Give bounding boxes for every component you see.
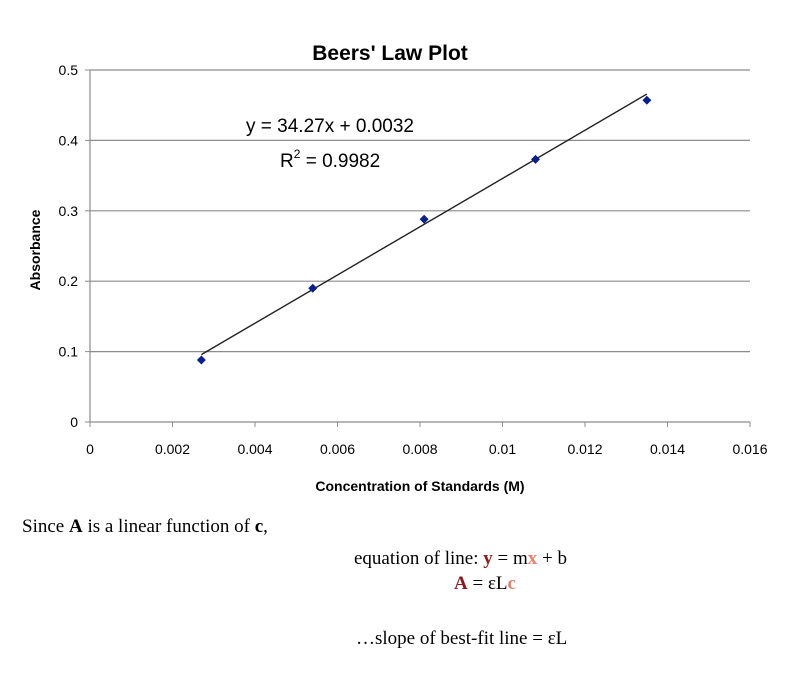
axes: [85, 69, 751, 427]
explanation-line-4: …slope of best-fit line = εL: [356, 628, 568, 649]
line2-post: + b: [537, 548, 567, 569]
explanation-line-2: equation of line: y = mx + b: [354, 548, 567, 570]
data-point-0: [196, 355, 206, 365]
equation-label: y = 34.27x + 0.0032: [246, 116, 414, 137]
x-axis-label: Concentration of Standards (M): [315, 478, 524, 494]
data-point-3: [531, 154, 540, 164]
r2-value: = 0.9982: [300, 151, 380, 172]
y-tick-label-4: 0.4: [59, 132, 79, 148]
line3-A: A: [454, 573, 468, 594]
x-tick-label-0: 0: [86, 441, 94, 457]
line3-c: c: [507, 573, 516, 594]
r2-superscript: 2: [294, 147, 301, 161]
line1-post: ,: [263, 516, 268, 537]
line2-pre: equation of line:: [354, 548, 484, 569]
data-points: [196, 95, 652, 365]
y-tick-label-0: 0: [70, 414, 78, 430]
x-tick-label-4: 0.008: [402, 441, 437, 457]
y-tick-label-3: 0.3: [59, 203, 79, 219]
y-tick-label-5: 0.5: [59, 62, 79, 78]
trendline: [201, 93, 648, 356]
trendline-group: [201, 93, 648, 356]
explanation-line-1: Since A is a linear function of c,: [22, 516, 268, 538]
y-axis-label: Absorbance: [27, 209, 43, 290]
y-tick-labels: 0 0.1 0.2 0.3 0.4 0.5: [59, 62, 79, 430]
x-tick-label-5: 0.01: [489, 441, 516, 457]
data-point-4: [642, 95, 652, 105]
y-tick-label-1: 0.1: [59, 344, 79, 360]
x-tick-label-1: 0.002: [155, 441, 190, 457]
line2-x: x: [527, 548, 538, 569]
line2-mid: = m: [492, 548, 528, 569]
line1-pre: Since: [22, 516, 69, 537]
line3-mid: = εL: [467, 573, 508, 594]
x-tick-label-6: 0.012: [567, 441, 602, 457]
x-tick-label-8: 0.016: [732, 441, 767, 457]
x-tick-label-2: 0.004: [237, 441, 272, 457]
explanation-line-3: A = εLc: [454, 573, 516, 595]
line2-y: y: [483, 548, 493, 569]
r2-prefix: R: [280, 151, 294, 172]
x-tick-label-7: 0.014: [650, 441, 685, 457]
grid-lines: [90, 69, 750, 353]
r-squared-label: R2 = 0.9982: [280, 147, 380, 172]
x-tick-label-3: 0.006: [320, 441, 355, 457]
line1-A: A: [68, 516, 83, 537]
y-tick-label-2: 0.2: [59, 273, 79, 289]
chart-title: Beers' Law Plot: [312, 42, 468, 65]
x-tick-labels: 0 0.002 0.004 0.006 0.008 0.01 0.012 0.014 0.016: [86, 441, 768, 457]
line1-mid: is a linear function of: [82, 516, 255, 537]
data-point-1: [308, 283, 318, 293]
line1-c: c: [254, 516, 264, 537]
data-point-2: [419, 214, 429, 224]
beers-law-chart: Beers' Law Plot 0 0.002 0.004 0.006 0.008 0.0…: [27, 42, 768, 494]
